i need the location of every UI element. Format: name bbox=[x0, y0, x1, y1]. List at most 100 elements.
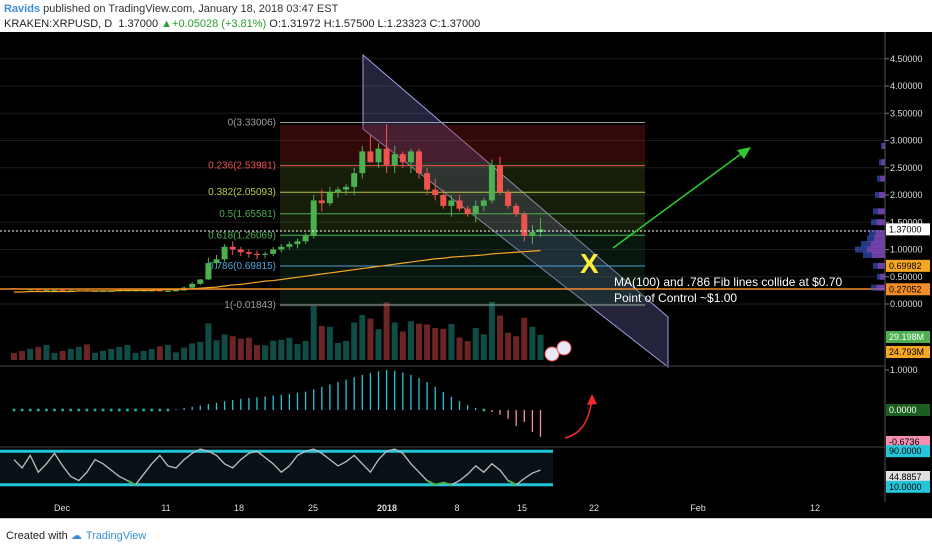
ohlc-values: O:1.31972 H:1.57500 L:1.23323 C:1.37000 bbox=[269, 18, 481, 30]
momentum-arrow-head bbox=[587, 394, 597, 405]
momentum-arrow bbox=[564, 399, 593, 439]
x-tick-label: 18 bbox=[234, 503, 244, 513]
candle-body bbox=[367, 151, 374, 163]
projection-arrow-head bbox=[737, 147, 751, 159]
volume-bar bbox=[440, 328, 447, 360]
volume-profile-bar bbox=[881, 159, 885, 166]
events-flags[interactable] bbox=[544, 340, 572, 362]
candle-body bbox=[245, 252, 252, 254]
volume-bar bbox=[359, 315, 366, 360]
volume-profile-bar bbox=[874, 235, 885, 242]
candle-body bbox=[294, 241, 301, 245]
candle-body bbox=[189, 283, 196, 288]
price-tag-label: -0.6736 bbox=[889, 437, 920, 447]
candle-body bbox=[35, 289, 42, 291]
stochastic-oversold-segment bbox=[434, 481, 444, 486]
volume-bar bbox=[205, 323, 212, 360]
volume-bar bbox=[537, 334, 544, 360]
tradingview-brand[interactable]: TradingView bbox=[85, 530, 147, 542]
candle-body bbox=[43, 289, 50, 291]
price-tag-bg bbox=[886, 445, 930, 458]
histogram-dot bbox=[77, 408, 81, 412]
histogram-dot bbox=[28, 408, 32, 412]
histogram-dot bbox=[125, 408, 129, 412]
price-tag-bg bbox=[886, 259, 930, 272]
candle-body bbox=[464, 208, 471, 215]
y-tick-label: 2.00000 bbox=[890, 190, 923, 200]
volume-profile-bar bbox=[870, 241, 885, 248]
volume-bar bbox=[294, 344, 301, 360]
volume-profile-bar bbox=[867, 246, 885, 253]
stochastic-oversold-segment bbox=[443, 481, 452, 486]
histogram-dot bbox=[44, 408, 48, 412]
volume-profile-bar bbox=[882, 142, 885, 149]
volume-bar bbox=[335, 343, 341, 360]
publish-line: Ravids published on TradingView.com, Jan… bbox=[4, 3, 338, 15]
volume-bar bbox=[189, 343, 196, 360]
volume-bar bbox=[270, 340, 277, 360]
volume-bar bbox=[237, 338, 244, 360]
volume-profile-bar bbox=[875, 230, 885, 237]
x-tick-label: 22 bbox=[589, 503, 599, 513]
volume-bar bbox=[100, 350, 107, 360]
volume-bar bbox=[407, 321, 414, 360]
x-tick-label: 12 bbox=[810, 503, 820, 513]
volume-bar bbox=[173, 352, 179, 360]
volume-bar bbox=[43, 344, 50, 360]
candle-body bbox=[254, 253, 260, 255]
fib-zone-top bbox=[280, 125, 645, 162]
y-tick-label: 3.00000 bbox=[890, 136, 923, 146]
histogram-dot bbox=[109, 408, 113, 412]
candle-body bbox=[513, 205, 520, 215]
candle-body bbox=[51, 289, 58, 291]
candle-body bbox=[156, 290, 163, 292]
chart-footer: Created with ☁ TradingView bbox=[0, 518, 932, 551]
candle-body bbox=[173, 290, 179, 292]
author-name[interactable]: Ravids bbox=[4, 3, 41, 15]
y-tick-label: 1.50000 bbox=[890, 217, 923, 227]
volume-bar bbox=[35, 346, 42, 360]
candle-body bbox=[197, 279, 204, 284]
candle-body bbox=[318, 200, 325, 204]
volume-profile-bar bbox=[880, 273, 885, 280]
histogram-dot bbox=[101, 408, 105, 412]
candle-body bbox=[383, 148, 390, 166]
volume-bar bbox=[27, 348, 34, 360]
stochastic-oversold-segment bbox=[507, 479, 517, 486]
candle-body bbox=[286, 244, 293, 247]
volume-bar bbox=[416, 323, 422, 360]
symbol-line: KRAKEN:XRPUSD, D 1.37000 ▲+0.05028 (+3.8… bbox=[4, 18, 480, 30]
histogram-dot bbox=[150, 408, 154, 412]
price-tag-bg bbox=[886, 436, 930, 448]
candle-body bbox=[278, 246, 285, 250]
fib-label: 1(-0.01843) bbox=[224, 300, 276, 311]
x-tick-label: 11 bbox=[161, 503, 170, 513]
fib-label: 0.786(0.69815) bbox=[208, 261, 276, 272]
x-tick-label: 25 bbox=[308, 503, 318, 513]
candle-body bbox=[205, 263, 212, 280]
volume-bar bbox=[229, 336, 236, 360]
volume-bar bbox=[286, 337, 293, 360]
volume-bar bbox=[505, 332, 512, 360]
candle-body bbox=[472, 205, 479, 215]
volume-bar bbox=[529, 326, 536, 360]
fib-zone-low bbox=[280, 232, 645, 307]
volume-bar bbox=[351, 322, 358, 360]
y-tick-label: 0.50000 bbox=[890, 272, 923, 282]
volume-bar bbox=[472, 328, 479, 360]
volume-profile-bar bbox=[876, 219, 885, 226]
histogram-dot bbox=[134, 408, 137, 412]
y-tick-label: 4.50000 bbox=[890, 54, 923, 64]
x-tick-label: Dec bbox=[54, 503, 71, 513]
histogram-dot bbox=[12, 408, 16, 412]
candle-body bbox=[456, 200, 463, 209]
chart-canvas[interactable]: 0(3.33006) 0.236(2.53981) 0.382(2.05093) 0.… bbox=[0, 32, 932, 518]
price-axis[interactable]: 4.50000 4.00000 3.50000 3.00000 2.50000 2.000… bbox=[885, 54, 923, 375]
volume-bar bbox=[424, 324, 431, 360]
volume-bar bbox=[456, 337, 463, 360]
candle-body bbox=[505, 192, 512, 206]
candle-body bbox=[399, 154, 406, 163]
volume-bar bbox=[480, 334, 487, 360]
price-tag-bg bbox=[886, 346, 930, 358]
price-tag-label: 10.0000 bbox=[889, 482, 922, 492]
